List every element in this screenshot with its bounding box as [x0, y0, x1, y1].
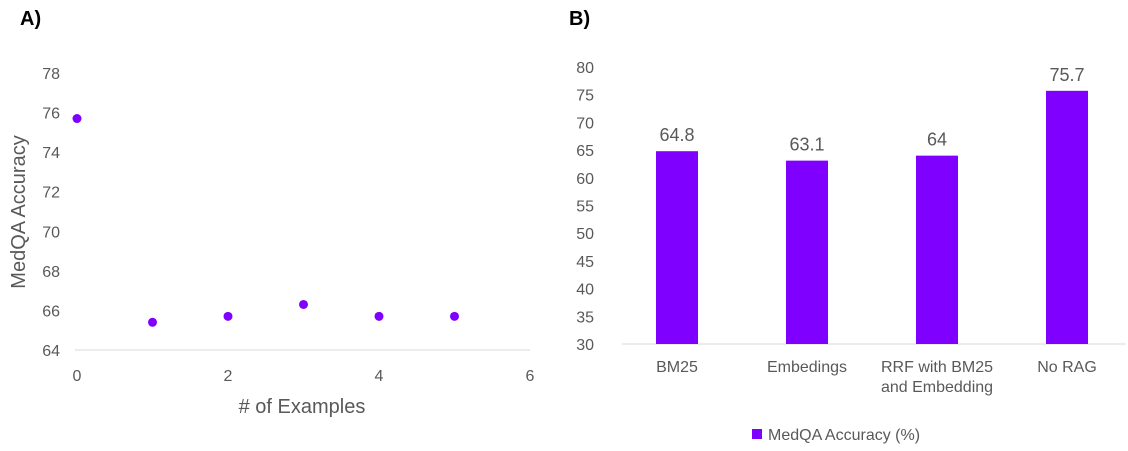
y-tick-label: 70 — [42, 224, 60, 241]
bar — [786, 160, 828, 344]
y-tick-label: 35 — [576, 309, 594, 326]
bar-value-label: 64 — [927, 130, 947, 150]
data-point — [148, 317, 157, 327]
y-tick-label: 70 — [576, 115, 594, 132]
y-tick-label: 78 — [42, 66, 60, 83]
data-point — [299, 299, 308, 309]
y-tick-label: 64 — [42, 343, 60, 360]
bar — [656, 151, 698, 344]
y-tick-label: 66 — [42, 303, 60, 320]
y-tick-label: 50 — [576, 226, 594, 243]
y-tick-label: 40 — [576, 282, 594, 299]
y-axis-title: MedQA Accuracy — [8, 135, 30, 288]
y-tick-label: 65 — [576, 143, 594, 160]
y-tick-label: 55 — [576, 199, 594, 216]
y-tick-label: 72 — [42, 185, 60, 202]
data-point — [223, 311, 233, 321]
legend-label: MedQA Accuracy (%) — [768, 427, 920, 444]
legend-swatch — [752, 429, 762, 439]
bar-value-label: 64.8 — [659, 125, 694, 145]
x-tick-label: 6 — [526, 368, 535, 385]
y-tick-label: 60 — [576, 171, 594, 188]
x-tick-label: 0 — [73, 368, 82, 385]
bar-value-label: 63.1 — [789, 135, 824, 155]
x-axis-title: # of Examples — [239, 396, 366, 418]
category-label: RRF with BM25 — [881, 359, 993, 376]
y-tick-label: 30 — [576, 337, 594, 354]
data-point — [374, 311, 384, 321]
category-label: Embedings — [767, 359, 847, 376]
bar — [1046, 90, 1088, 345]
y-tick-label: 76 — [42, 106, 60, 123]
x-tick-label: 2 — [224, 368, 233, 385]
x-tick-label: 4 — [375, 368, 384, 385]
bar — [916, 155, 958, 344]
y-tick-label: 45 — [576, 254, 594, 271]
category-label: BM25 — [656, 359, 698, 376]
y-tick-label: 68 — [42, 264, 60, 281]
data-point — [72, 114, 82, 124]
bar-value-label: 75.7 — [1049, 65, 1084, 85]
panel-b-label: B) — [569, 8, 591, 30]
scatter-chart: 64 66 68 70 72 74 76 78 0 2 4 6 # of Examples MedQ… — [8, 66, 535, 418]
y-tick-label: 80 — [576, 60, 594, 77]
data-point — [450, 311, 459, 321]
legend: MedQA Accuracy (%) — [752, 427, 920, 444]
category-label: and Embedding — [881, 379, 993, 396]
y-tick-label: 74 — [42, 145, 60, 162]
category-label: No RAG — [1037, 359, 1097, 376]
y-tick-label: 75 — [576, 88, 594, 105]
panel-a-label: A) — [20, 8, 42, 30]
